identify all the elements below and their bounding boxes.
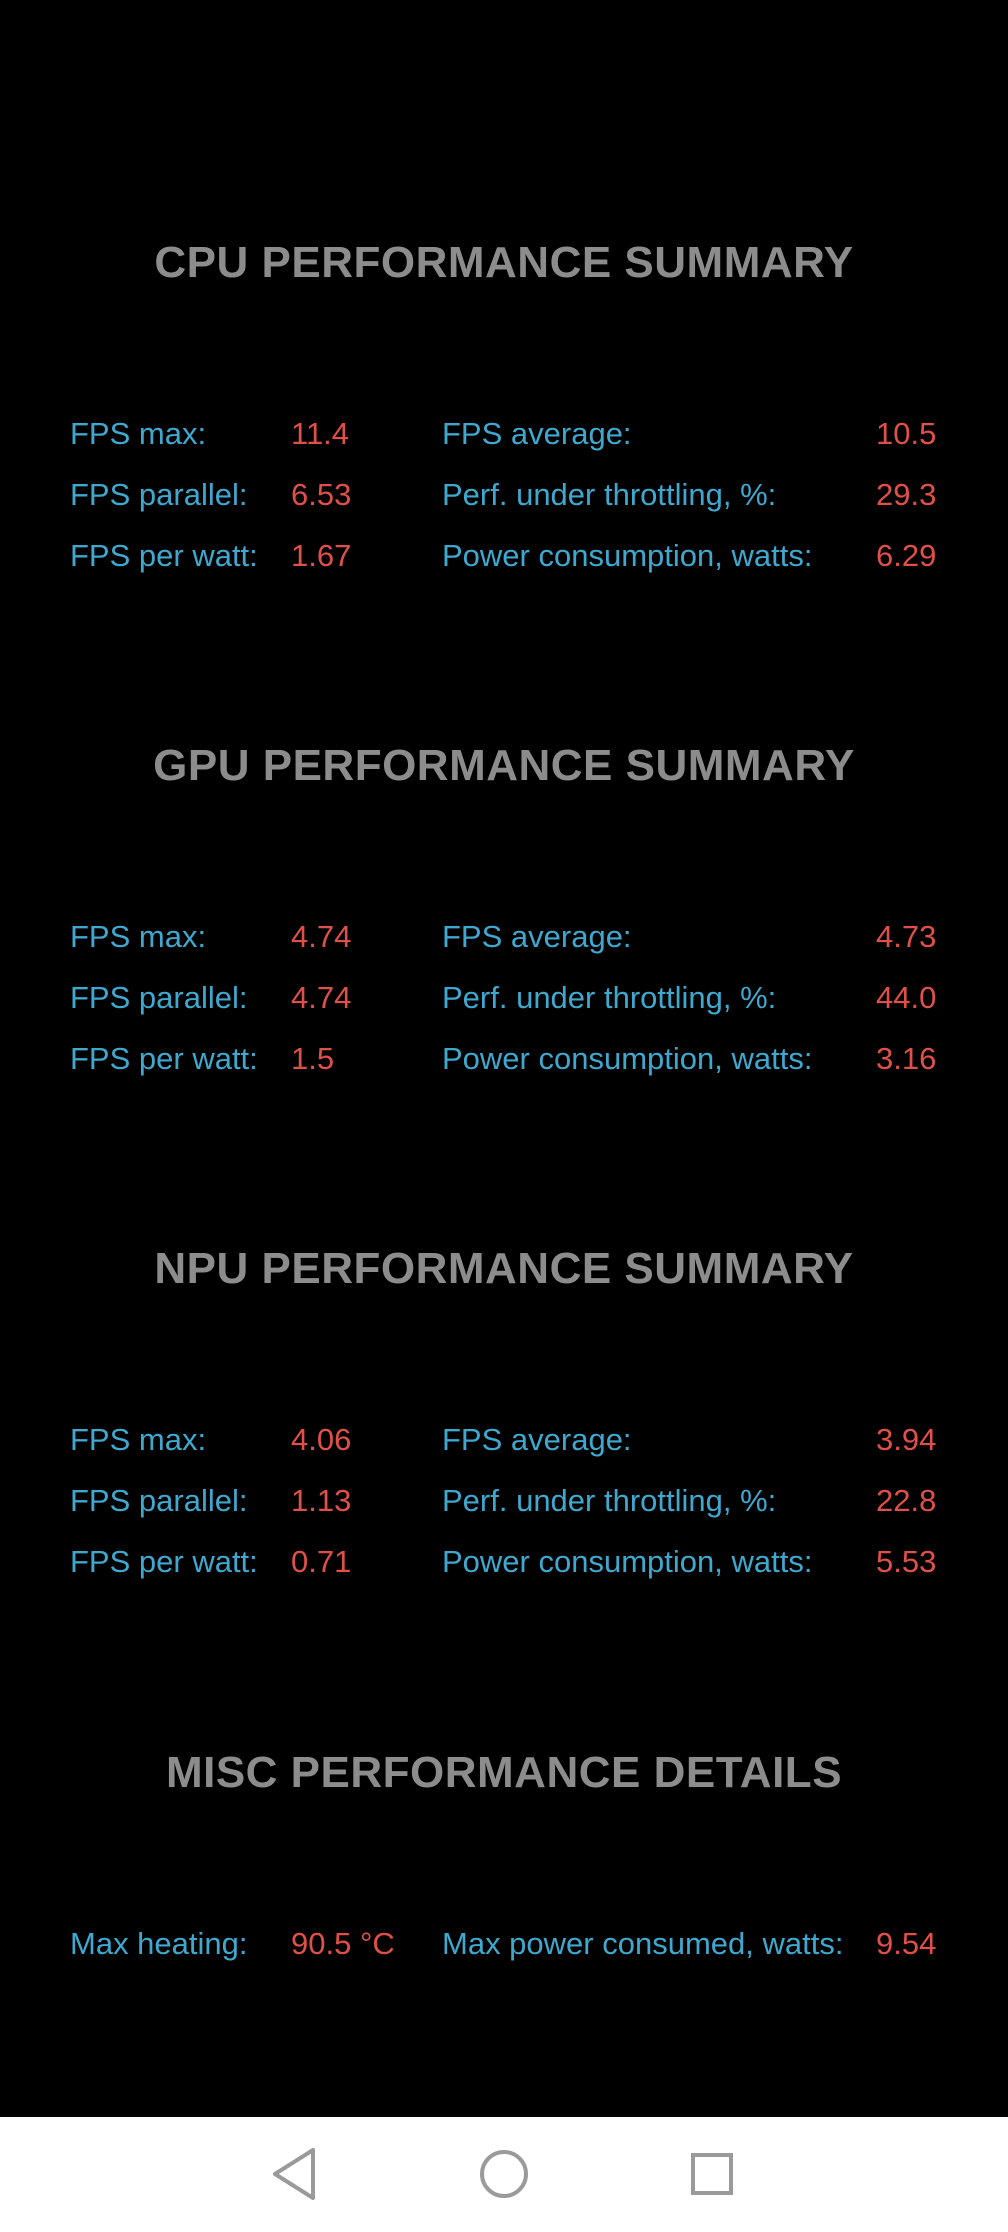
npu-fps-per-watt-label: FPS per watt: bbox=[70, 1544, 258, 1579]
max-heating-label: Max heating: bbox=[70, 1926, 248, 1961]
cpu-power-consumption-label: Power consumption, watts: bbox=[442, 538, 813, 573]
cpu-fps-average-label: FPS average: bbox=[442, 416, 632, 451]
cpu-fps-max-value: 11.4 bbox=[291, 416, 350, 451]
npu-perf-throttling-label: Perf. under throttling, %: bbox=[442, 1483, 777, 1518]
npu-fps-parallel-label: FPS parallel: bbox=[70, 1483, 248, 1518]
gpu-section-title: GPU PERFORMANCE SUMMARY bbox=[153, 741, 855, 790]
npu-fps-per-watt-value: 0.71 bbox=[291, 1544, 352, 1579]
npu-fps-max-label: FPS max: bbox=[70, 1422, 207, 1457]
gpu-fps-average-value: 4.73 bbox=[876, 919, 937, 954]
home-button[interactable] bbox=[464, 2134, 544, 2214]
misc-section-title: MISC PERFORMANCE DETAILS bbox=[165, 1748, 843, 1797]
npu-perf-throttling-value: 22.8 bbox=[876, 1483, 937, 1518]
triangle-back-icon bbox=[273, 2148, 315, 2200]
back-button[interactable] bbox=[254, 2134, 334, 2214]
cpu-section-title: CPU PERFORMANCE SUMMARY bbox=[154, 238, 854, 287]
cpu-fps-average-value: 10.5 bbox=[876, 416, 937, 451]
circle-home-icon bbox=[480, 2150, 528, 2198]
recents-button[interactable] bbox=[672, 2134, 752, 2214]
cpu-power-consumption-value: 6.29 bbox=[876, 538, 937, 573]
results-screen: CPU PERFORMANCE SUMMARY FPS max: 11.4 FP… bbox=[70, 238, 937, 1961]
gpu-power-consumption-label: Power consumption, watts: bbox=[442, 1041, 813, 1076]
cpu-fps-per-watt-label: FPS per watt: bbox=[70, 538, 258, 573]
npu-fps-parallel-value: 1.13 bbox=[291, 1483, 352, 1518]
cpu-fps-parallel-value: 6.53 bbox=[291, 477, 352, 512]
npu-fps-average-value: 3.94 bbox=[876, 1422, 937, 1457]
cpu-perf-throttling-label: Perf. under throttling, %: bbox=[442, 477, 777, 512]
npu-fps-max-value: 4.06 bbox=[291, 1422, 352, 1457]
cpu-fps-per-watt-value: 1.67 bbox=[291, 538, 352, 573]
gpu-fps-max-label: FPS max: bbox=[70, 919, 207, 954]
gpu-perf-throttling-label: Perf. under throttling, %: bbox=[442, 980, 777, 1015]
max-power-consumed-value: 9.54 bbox=[876, 1926, 937, 1961]
npu-power-consumption-label: Power consumption, watts: bbox=[442, 1544, 813, 1579]
cpu-fps-max-label: FPS max: bbox=[70, 416, 207, 451]
gpu-fps-per-watt-label: FPS per watt: bbox=[70, 1041, 258, 1076]
gpu-perf-throttling-value: 44.0 bbox=[876, 980, 937, 1015]
gpu-fps-parallel-value: 4.74 bbox=[291, 980, 352, 1015]
max-heating-value: 90.5 °C bbox=[291, 1926, 395, 1961]
gpu-fps-max-value: 4.74 bbox=[291, 919, 352, 954]
npu-power-consumption-value: 5.53 bbox=[876, 1544, 937, 1579]
square-recents-icon bbox=[691, 2153, 733, 2195]
gpu-power-consumption-value: 3.16 bbox=[876, 1041, 937, 1076]
cpu-fps-parallel-label: FPS parallel: bbox=[70, 477, 248, 512]
gpu-fps-average-label: FPS average: bbox=[442, 919, 632, 954]
navigation-bar bbox=[0, 2117, 1008, 2232]
cpu-perf-throttling-value: 29.3 bbox=[876, 477, 937, 512]
max-power-consumed-label: Max power consumed, watts: bbox=[442, 1926, 844, 1961]
npu-fps-average-label: FPS average: bbox=[442, 1422, 632, 1457]
gpu-fps-per-watt-value: 1.5 bbox=[291, 1041, 335, 1076]
npu-section-title: NPU PERFORMANCE SUMMARY bbox=[154, 1244, 854, 1293]
gpu-fps-parallel-label: FPS parallel: bbox=[70, 980, 248, 1015]
